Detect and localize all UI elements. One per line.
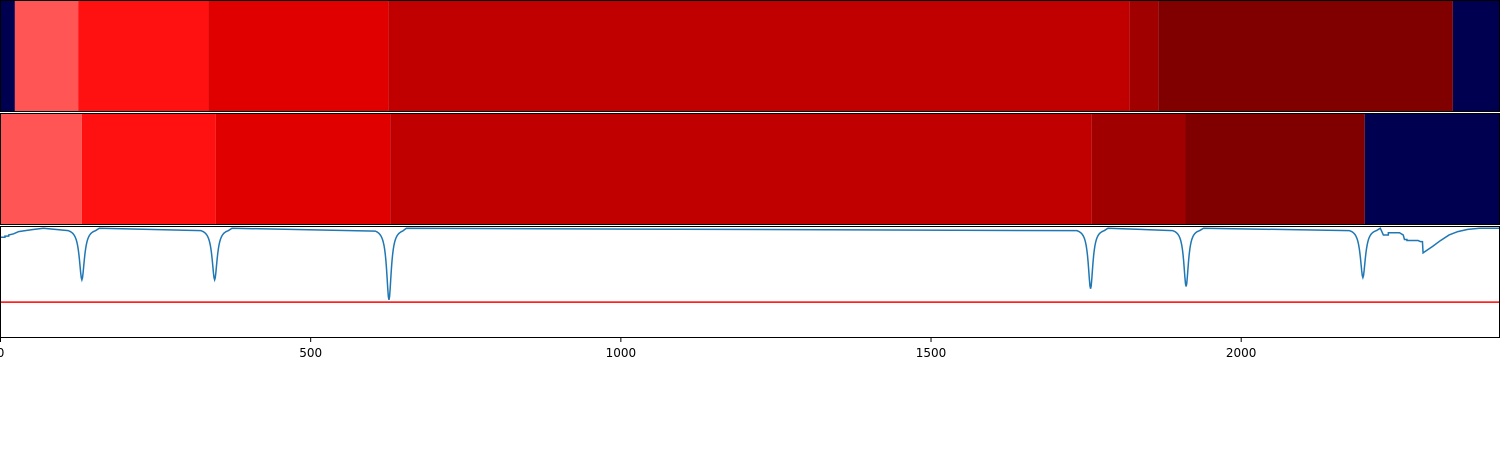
x-axis: 0 500 1000 1500 2000: [0, 338, 1256, 360]
segment-0-4: [388, 1, 1130, 112]
signal-line: [0, 227, 1500, 301]
segment-0-6: [1158, 1, 1453, 112]
segment-0-2: [78, 1, 209, 112]
segment-1-6: [1364, 114, 1500, 225]
segment-1-2: [215, 114, 391, 225]
segment-1-4: [1091, 114, 1186, 225]
x-tick-label-2: 1000: [606, 346, 637, 360]
x-tick-label-1: 500: [299, 346, 322, 360]
signal-panel-background: [0, 226, 1500, 338]
segment-1-5: [1185, 114, 1365, 225]
segment-0-1: [14, 1, 79, 112]
segment-row-bottom: [0, 114, 1500, 225]
x-tick-label-4: 2000: [1226, 346, 1257, 360]
segment-0-0: [0, 1, 15, 112]
segment-1-0: [0, 114, 82, 225]
segment-0-7: [1452, 1, 1500, 112]
segment-1-3: [390, 114, 1092, 225]
signal-panel: [0, 226, 1500, 338]
segment-0-5: [1129, 1, 1159, 112]
segment-0-3: [208, 1, 389, 112]
x-tick-label-0: 0: [0, 346, 4, 360]
segment-row-top: [0, 1, 1500, 112]
x-tick-label-3: 1500: [916, 346, 947, 360]
segment-1-1: [81, 114, 216, 225]
